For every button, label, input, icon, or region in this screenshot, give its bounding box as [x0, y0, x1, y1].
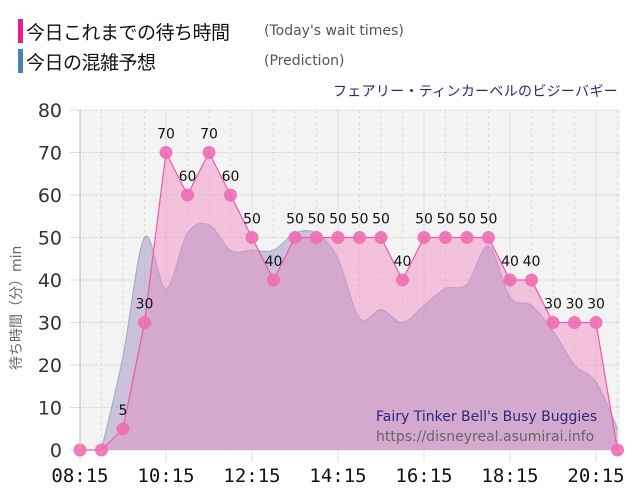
data-point-marker	[331, 231, 345, 244]
data-markers	[73, 146, 624, 457]
data-point-marker	[589, 316, 603, 329]
legend-swatch-actual	[18, 19, 23, 43]
data-point-marker	[546, 316, 560, 329]
legend-swatch-prediction	[18, 49, 23, 73]
data-label: 50	[415, 212, 433, 228]
data-point-marker	[159, 146, 173, 159]
data-point-marker	[288, 231, 302, 244]
y-tick-label: 80	[38, 100, 62, 122]
data-point-marker	[116, 422, 130, 436]
data-point-marker	[503, 273, 517, 287]
x-tick-label: 12:15	[223, 465, 280, 487]
data-label: 30	[544, 297, 562, 313]
legend-item-prediction: 今日の混雑予想 (Prediction)	[18, 48, 344, 74]
x-tick-label: 08:15	[51, 465, 108, 487]
data-point-marker	[374, 231, 388, 244]
data-point-marker	[224, 188, 237, 202]
axes: 0 10 20 30 40 50 60 70 80 08:15 10:15 12:15 14:15 16:…	[38, 100, 625, 487]
data-point-marker	[568, 316, 581, 329]
y-axis-label: 待ち時間（分）min	[9, 246, 25, 370]
data-point-marker	[482, 231, 495, 244]
data-label: 50	[480, 212, 498, 228]
data-point-marker	[460, 231, 474, 244]
data-label: 50	[243, 212, 261, 228]
data-label: 50	[329, 212, 347, 228]
data-point-marker	[245, 231, 259, 244]
data-point-marker	[202, 146, 216, 159]
legend-label-en: (Prediction)	[264, 53, 345, 69]
data-point-marker	[267, 273, 280, 287]
y-tick-label: 50	[38, 228, 62, 250]
data-label: 70	[200, 127, 218, 143]
data-label: 5	[119, 403, 128, 419]
x-tick-label: 14:15	[309, 465, 366, 487]
y-tick-label: 0	[50, 440, 62, 462]
actual-area	[80, 150, 619, 451]
data-label: 40	[523, 254, 541, 270]
x-tick-label: 16:15	[395, 465, 452, 487]
data-label: 50	[286, 212, 304, 228]
data-point-marker	[353, 231, 366, 244]
data-point-marker	[611, 443, 624, 457]
legend-item-actual: 今日これまでの待ち時間 (Today's wait times)	[18, 18, 404, 44]
y-tick-label: 20	[38, 355, 62, 377]
y-tick-label: 60	[38, 185, 62, 207]
data-point-marker	[396, 273, 409, 287]
data-label: 50	[458, 212, 476, 228]
data-label: 60	[179, 169, 197, 185]
data-label: 30	[566, 297, 584, 313]
legend-label-en: (Today's wait times)	[264, 23, 404, 39]
actual-fill	[80, 152, 618, 450]
x-tick-label: 18:15	[481, 465, 538, 487]
data-point-marker	[95, 443, 108, 457]
y-tick-label: 40	[38, 270, 62, 292]
data-label: 50	[437, 212, 455, 228]
legend-label-jp: 今日これまでの待ち時間	[26, 21, 230, 44]
chart-title: フェアリー・ティンカーベルのビジーバギー	[332, 84, 618, 100]
data-point-marker	[181, 188, 194, 202]
watermark-url: https://disneyreal.asumirai.info	[376, 429, 594, 445]
data-label: 50	[372, 212, 390, 228]
x-tick-label: 20:15	[567, 465, 624, 487]
data-label: 70	[157, 127, 175, 143]
data-point-marker	[417, 231, 431, 244]
data-label: 30	[587, 297, 605, 313]
x-tick-label: 10:15	[137, 465, 194, 487]
data-label: 50	[351, 212, 369, 228]
data-label: 30	[136, 297, 154, 313]
data-label: 60	[222, 169, 240, 185]
data-point-marker	[310, 231, 323, 244]
data-point-marker	[525, 273, 538, 287]
y-tick-label: 10	[38, 398, 62, 420]
data-label: 40	[265, 254, 283, 270]
data-label: 40	[501, 254, 519, 270]
legend-label-jp: 今日の混雑予想	[26, 51, 156, 74]
watermark-title: Fairy Tinker Bell's Busy Buggies	[376, 409, 597, 425]
y-tick-label: 70	[38, 143, 62, 165]
data-label: 50	[308, 212, 326, 228]
data-label: 40	[394, 254, 412, 270]
data-point-marker	[138, 316, 151, 329]
data-point-marker	[439, 231, 452, 244]
y-tick-label: 30	[38, 313, 62, 335]
overlap-fill	[101, 223, 618, 450]
